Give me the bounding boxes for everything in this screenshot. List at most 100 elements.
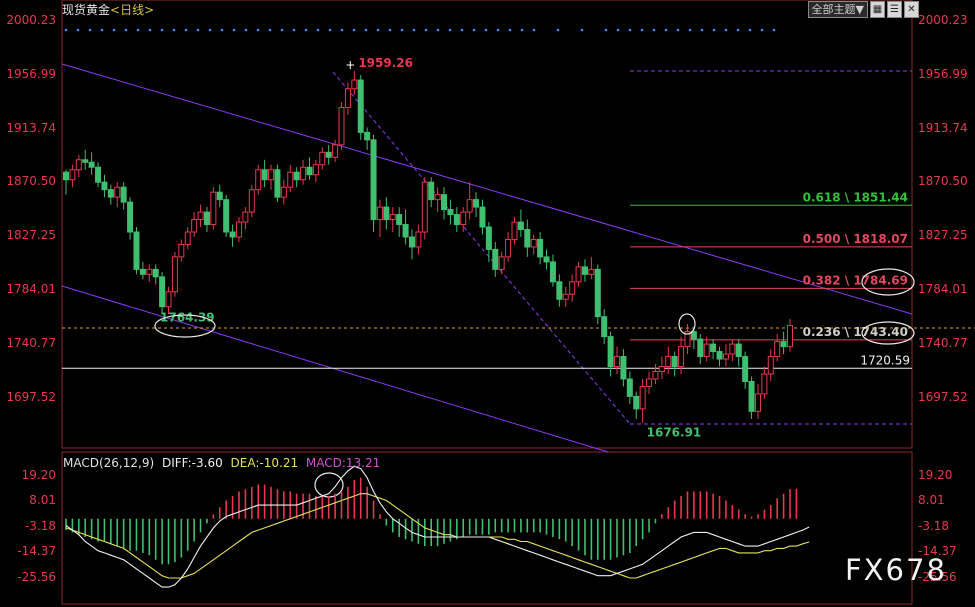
- candle-body: [95, 166, 102, 183]
- event-dot: [676, 28, 680, 32]
- candle-body: [127, 201, 134, 233]
- event-dot: [604, 28, 608, 32]
- event-dot: [256, 28, 260, 32]
- event-dot: [268, 28, 272, 32]
- y-tick-left: 2000.23: [6, 13, 56, 27]
- candle-body: [280, 186, 287, 198]
- theme-select[interactable]: 全部主题▼: [807, 1, 868, 18]
- macd-hist-value: MACD:13.21: [305, 456, 381, 470]
- candle-body: [261, 169, 268, 181]
- candle-body: [370, 139, 377, 221]
- candle-body: [678, 346, 685, 368]
- highlight-ellipse-top: [678, 313, 696, 335]
- y-tick-left: 1740.77: [6, 336, 56, 350]
- candle-body: [646, 378, 653, 387]
- candle-body: [665, 356, 672, 368]
- candle-body: [69, 169, 76, 181]
- candle-body: [255, 169, 262, 191]
- macd-y-tick-left: -14.37: [17, 544, 56, 558]
- candle-body: [479, 206, 486, 228]
- candle-body: [428, 181, 435, 201]
- event-dot: [460, 28, 464, 32]
- event-dot: [412, 28, 416, 32]
- candle-body: [594, 268, 601, 318]
- period-label: <日线>: [110, 3, 155, 17]
- candle-body: [216, 191, 223, 201]
- y-tick-left: 1913.74: [6, 121, 56, 135]
- candle-body: [754, 393, 761, 412]
- candle-body: [376, 206, 383, 221]
- candle-body: [114, 186, 121, 198]
- macd-y-tick-left: -25.56: [17, 570, 56, 584]
- candle-body: [396, 214, 403, 226]
- event-dot: [208, 28, 212, 32]
- fib-trend-line: [332, 71, 631, 425]
- event-dot: [160, 28, 164, 32]
- toolbar: 全部主题▼ ▦ ☰ ✕: [807, 1, 919, 18]
- candle-body: [697, 338, 704, 358]
- candle-body: [639, 385, 646, 410]
- macd-y-tick-right: -3.18: [918, 519, 949, 533]
- candle-body: [614, 356, 621, 368]
- highlight-ellipse-anchor: [154, 314, 216, 338]
- event-dot: [736, 28, 740, 32]
- event-dot: [664, 28, 668, 32]
- candle-body: [774, 341, 781, 358]
- event-dot: [184, 28, 188, 32]
- close-icon[interactable]: ✕: [904, 1, 919, 18]
- event-dot: [400, 28, 404, 32]
- event-dot: [148, 28, 152, 32]
- candle-body: [306, 166, 313, 176]
- event-dot: [436, 28, 440, 32]
- grid-icon[interactable]: ▦: [870, 1, 885, 18]
- candle-body: [75, 159, 82, 171]
- macd-diff-line: [65, 465, 810, 588]
- event-dot: [640, 28, 644, 32]
- y-tick-right: 2000.23: [918, 13, 968, 27]
- candle-body: [120, 186, 127, 203]
- event-dot: [340, 28, 344, 32]
- menu-icon[interactable]: ☰: [887, 1, 902, 18]
- candle-body: [626, 378, 633, 397]
- candle-body: [293, 171, 300, 181]
- y-tick-right: 1827.25: [918, 228, 968, 242]
- candle-body: [287, 171, 294, 188]
- event-dot: [496, 28, 500, 32]
- event-dot: [364, 28, 368, 32]
- fib-level-label: 0.500 \ 1818.07: [803, 232, 908, 246]
- event-dot: [700, 28, 704, 32]
- candle-body: [242, 211, 249, 223]
- highlight-ellipse-fib236: [861, 321, 915, 345]
- candle-body: [607, 336, 614, 368]
- chart-title: 现货黄金<日线>: [62, 1, 154, 18]
- event-dot: [616, 28, 620, 32]
- event-dot: [100, 28, 104, 32]
- y-tick-right: 1697.52: [918, 390, 968, 404]
- candle-body: [460, 211, 467, 226]
- candle-body: [562, 293, 569, 300]
- candle-body: [549, 261, 556, 283]
- candle-body: [722, 353, 729, 360]
- candle-body: [473, 199, 480, 208]
- candle-body: [517, 221, 524, 231]
- y-tick-left: 1784.01: [6, 282, 56, 296]
- candle-body: [235, 221, 242, 238]
- macd-panel-frame: [61, 451, 913, 605]
- event-dot: [244, 28, 248, 32]
- candle-body: [274, 169, 281, 198]
- dropdown-icon: ▼: [855, 3, 864, 16]
- candle-body: [441, 194, 448, 211]
- candle-body: [165, 291, 172, 308]
- y-tick-left: 1697.52: [6, 390, 56, 404]
- candle-body: [223, 199, 230, 233]
- candle-body: [357, 79, 364, 133]
- candle-body: [248, 189, 255, 213]
- event-dot: [76, 28, 80, 32]
- candle-body: [402, 224, 409, 238]
- event-dot: [112, 28, 116, 32]
- y-tick-right: 1956.99: [918, 67, 968, 81]
- event-dot: [508, 28, 512, 32]
- candle-body: [421, 181, 428, 233]
- event-dot: [376, 28, 380, 32]
- event-dot: [484, 28, 488, 32]
